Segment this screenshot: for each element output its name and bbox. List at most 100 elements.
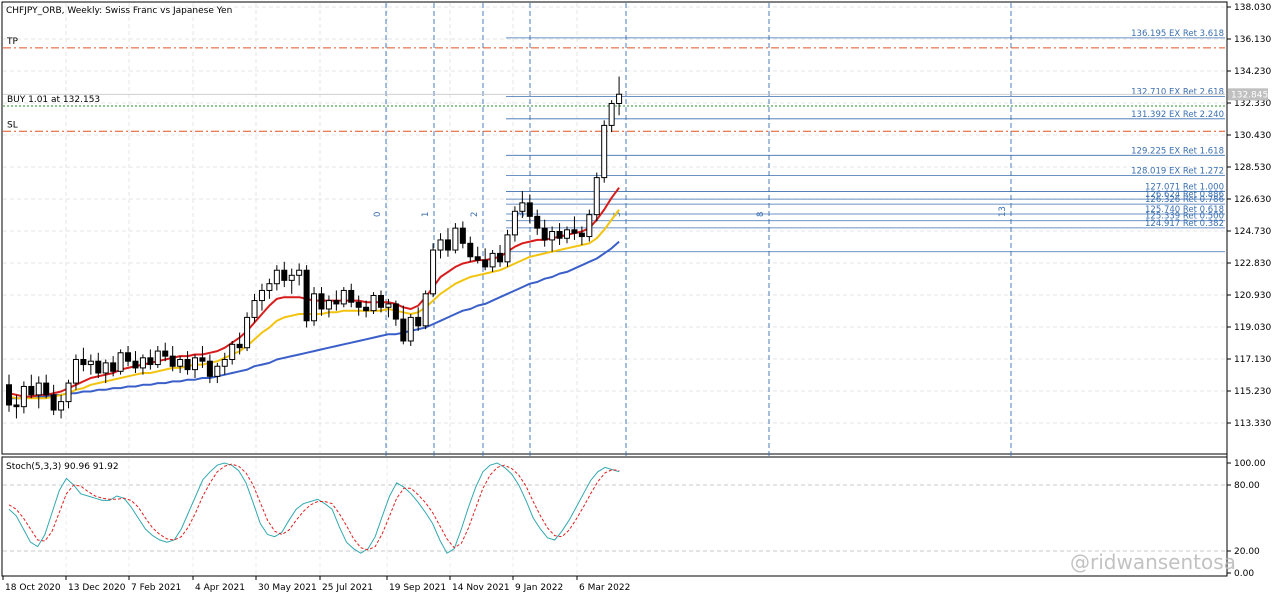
time-tick-label: 30 May 2021 <box>258 583 317 593</box>
candle <box>444 228 451 257</box>
candle <box>511 206 518 242</box>
time-tick-label: 13 Dec 2020 <box>68 583 126 593</box>
candle <box>20 381 27 414</box>
candle-body <box>355 301 362 308</box>
candle-body <box>13 404 20 408</box>
trade-levels: TP BUY 1.01 at 132.153 SL <box>3 37 1225 132</box>
candle <box>229 340 236 365</box>
candle <box>422 290 429 330</box>
candle-body <box>370 295 377 312</box>
candle-body <box>110 362 117 372</box>
candle <box>363 300 370 318</box>
price-tick-label: 136.130 <box>1234 35 1271 45</box>
candle <box>400 305 407 345</box>
candle-body <box>132 360 139 369</box>
candle-body <box>534 215 541 229</box>
ma-slow-line <box>9 240 620 400</box>
candle-body <box>43 382 50 396</box>
candle <box>236 332 243 355</box>
time-tick-label: 25 Jul 2021 <box>322 583 373 593</box>
candle <box>586 209 593 242</box>
fib-level-label: 126.624 Ret 0.886 <box>1145 190 1224 200</box>
candle <box>296 263 303 286</box>
candle <box>497 244 504 267</box>
stochastic-label: Stoch(5,3,3) 90.96 91.92 <box>6 462 119 472</box>
candle-body <box>549 231 556 241</box>
fib-level-label: 132.710 EX Ret 2.618 <box>1131 88 1224 98</box>
candle-body <box>601 124 608 179</box>
price-tick-label: 132.330 <box>1234 99 1271 109</box>
candle-body <box>20 385 27 408</box>
candle <box>549 226 556 252</box>
candle <box>258 283 265 311</box>
time-tick-label: 7 Feb 2021 <box>131 583 181 593</box>
candle <box>221 352 228 375</box>
candle-body <box>28 385 35 396</box>
candle <box>28 374 35 399</box>
candle <box>244 312 251 352</box>
candle-body <box>452 227 459 251</box>
current-price-label: 132.845 <box>1231 90 1268 100</box>
candle <box>430 243 437 298</box>
candle-body <box>177 359 184 367</box>
fib-time-label: 0 <box>373 212 383 217</box>
candle-body <box>214 365 221 377</box>
price-axis: 138.030 136.130 134.230 132.330 130.430 128.5… <box>1226 2 1271 576</box>
candle <box>95 352 102 379</box>
candle-body <box>400 318 407 342</box>
candle-body <box>50 394 57 411</box>
candle-body <box>139 357 146 369</box>
candle-body <box>65 382 72 403</box>
fib-time-label: 13 <box>998 206 1008 217</box>
candle-body <box>72 359 79 384</box>
price-tick-label: 138.030 <box>1234 3 1271 13</box>
candle <box>378 290 384 313</box>
candle-body <box>541 227 548 241</box>
candle-body <box>571 229 578 234</box>
candle-body <box>87 360 94 366</box>
candle-body <box>102 362 109 374</box>
candle-body <box>199 357 206 362</box>
candle <box>288 268 295 294</box>
candle-body <box>422 293 429 327</box>
candle-body <box>616 93 623 105</box>
candle-body <box>251 300 258 318</box>
candle <box>184 351 191 375</box>
candle <box>415 307 422 331</box>
sl-label: SL <box>7 120 18 130</box>
candle <box>474 246 481 264</box>
time-tick-label: 19 Sep 2021 <box>389 583 446 593</box>
candle-body <box>392 303 399 320</box>
candle-body <box>125 352 132 362</box>
candle <box>392 300 399 326</box>
candle-body <box>288 274 295 281</box>
candle <box>43 374 50 399</box>
candle <box>452 223 459 254</box>
candle <box>504 229 511 267</box>
price-tick-label: 126.630 <box>1234 195 1271 205</box>
stoch-signal-line <box>8 463 620 551</box>
fib-level-label: 136.195 EX Ret 3.618 <box>1131 29 1224 39</box>
candle-body <box>147 357 154 366</box>
price-tick-label: 130.430 <box>1234 131 1271 141</box>
candle-body <box>511 210 518 236</box>
candle <box>102 359 109 384</box>
candle <box>564 226 570 244</box>
price-tick-label: 115.230 <box>1234 387 1271 397</box>
candle <box>281 261 288 288</box>
candle-body <box>526 202 533 217</box>
candle-body <box>296 269 303 276</box>
candle-body <box>437 239 444 251</box>
stoch-tick-label: 0.00 <box>1234 569 1254 579</box>
candle-body <box>578 232 585 238</box>
fib-time-label: 1 <box>421 212 431 217</box>
time-tick-label: 9 Jan 2022 <box>515 583 563 593</box>
fib-retracement: 136.195 EX Ret 3.618 132.710 EX Ret 2.618… <box>506 29 1225 253</box>
candle <box>87 354 94 375</box>
candlesticks <box>6 76 623 419</box>
candle-body <box>378 295 384 308</box>
buy-label: BUY 1.01 at 132.153 <box>7 95 100 105</box>
candle-body <box>303 269 310 322</box>
candle <box>601 120 608 183</box>
